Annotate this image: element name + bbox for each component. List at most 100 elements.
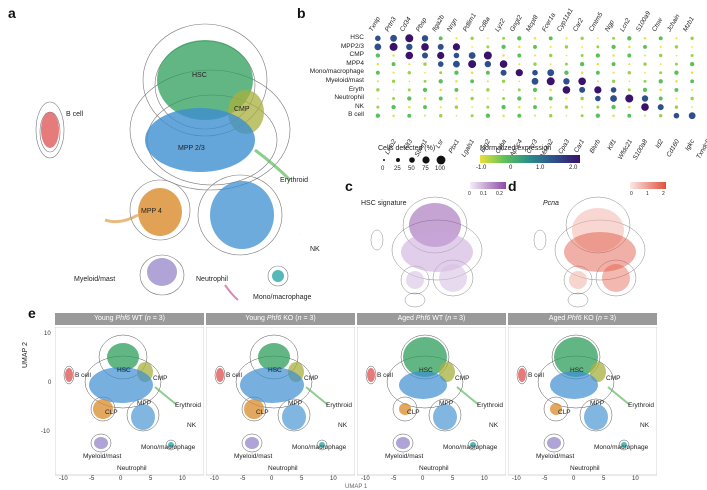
dotplot-dot xyxy=(596,62,600,66)
dotplot-dot xyxy=(642,87,648,93)
dotplot-dot xyxy=(392,71,395,74)
dotplot-row-labels: HSC MPP2/3 CMP MPP4 Mono/macrophage Myeloid/m… xyxy=(296,34,366,124)
dotplot-dot xyxy=(549,113,553,118)
x-tick: 5 xyxy=(602,476,606,482)
facet-label-erythroid: Erythroid xyxy=(477,402,504,409)
dotplot-dot xyxy=(515,69,523,77)
dotplot-dot xyxy=(659,71,663,75)
panel-label-c: c xyxy=(345,178,353,194)
dotplot-dot xyxy=(487,37,489,40)
dotplot-dot xyxy=(627,88,631,92)
dotplot-top-gene: Prtn3 xyxy=(383,16,398,33)
x-tick: 0 xyxy=(119,476,123,482)
dotplot-dot xyxy=(691,88,694,91)
cluster-label-bcell: B cell xyxy=(66,111,84,118)
dotplot-dot xyxy=(375,113,381,118)
dotplot-dot xyxy=(627,36,632,41)
umap-panel-d xyxy=(533,196,646,308)
dotplot-dot xyxy=(408,105,411,109)
facet-strip-aged-ko: Aged Phf6 KO (n = 3) xyxy=(508,313,657,325)
dotplot-dot xyxy=(421,43,429,51)
dotplot-dot xyxy=(471,88,474,91)
dotplot-dot xyxy=(376,80,379,83)
dotplot-dot xyxy=(518,45,521,49)
facet-label-neutrophil: Neutrophil xyxy=(419,465,449,472)
facet-label-myeloid: Myeloid/mast xyxy=(385,453,424,460)
dotplot-top-gene: Cmtm5 xyxy=(587,11,605,33)
dotplot-dot xyxy=(502,114,505,117)
dotplot-top-gene-labels: Txnip Prtn3 Cd34 Pbsp Itga2b Nrgn Pdlim1 Cd8a Ly… xyxy=(367,0,700,36)
x-tick: -10 xyxy=(210,476,219,482)
x-tick: 0 xyxy=(270,476,274,482)
facet-label-hsc: HSC xyxy=(117,367,131,374)
dotplot-dot xyxy=(564,62,568,66)
dotplot-dot xyxy=(376,88,380,92)
dotplot-dot xyxy=(673,112,680,119)
dotplot-dot xyxy=(641,103,649,111)
cluster-label-nk: NK xyxy=(310,246,320,253)
dotplot-dot xyxy=(611,44,616,50)
dotplot-dot xyxy=(407,70,411,75)
dotplot-grid xyxy=(374,34,696,120)
dotplot-dot xyxy=(389,42,398,51)
dotplot-dot xyxy=(454,105,459,109)
dotplot-dot xyxy=(628,63,631,66)
facet-label-cmp: CMP xyxy=(606,375,621,382)
dotplot-dot xyxy=(392,54,395,57)
facet-label-erythroid: Erythroid xyxy=(326,402,353,409)
dotplot-dot xyxy=(612,36,616,40)
y-tick-minus10: -10 xyxy=(41,429,50,435)
facet-label-bcell: B cell xyxy=(528,372,544,379)
dotplot-dot xyxy=(407,88,411,92)
dotplot-dot xyxy=(533,62,537,66)
facet-label-erythroid: Erythroid xyxy=(628,402,655,409)
dotplot-dot xyxy=(563,78,570,85)
dotplot-dot xyxy=(485,70,490,75)
dotplot-dot xyxy=(627,113,632,118)
dotplot-dot xyxy=(424,71,426,74)
x-tick: 5 xyxy=(451,476,455,482)
dotplot-dot xyxy=(376,62,380,66)
dotplot-dot xyxy=(690,36,694,41)
x-tick: 10 xyxy=(481,476,488,482)
dotplot-dot xyxy=(674,62,678,66)
facet-label-nk: NK xyxy=(640,422,650,429)
dotplot-dot xyxy=(675,37,678,40)
dotplot-dot xyxy=(437,43,444,50)
facet-label-mono: Mono/macrophage xyxy=(141,444,196,451)
dotplot-dot xyxy=(439,88,442,92)
dotplot-dot xyxy=(455,97,458,100)
panel-d-scale xyxy=(630,182,666,189)
dotplot-dot xyxy=(564,70,569,75)
dotplot-dot xyxy=(392,89,395,91)
dotplot-top-gene: Car2 xyxy=(572,17,586,33)
dotplot-dot xyxy=(659,113,663,118)
dotplot-dot xyxy=(564,105,569,109)
dotplot-dot xyxy=(612,71,615,74)
cluster-label-neutrophil: Neutrophil xyxy=(196,276,228,283)
y-tick-0: 0 xyxy=(48,380,52,386)
panel-c-scale xyxy=(470,182,506,189)
dotplot-dot xyxy=(546,77,555,86)
dotplot-dot xyxy=(643,37,647,40)
cluster-label-cmp: CMP xyxy=(234,106,250,113)
dotplot-dot xyxy=(658,96,663,101)
dotplot-dot xyxy=(455,114,458,117)
panel-c-title: HSC signature xyxy=(361,200,407,207)
dotplot-row-label: NK xyxy=(354,102,364,110)
dotplot-top-gene: Txnip xyxy=(367,15,382,33)
cluster-label-hsc: HSC xyxy=(192,72,207,79)
dotplot-dot xyxy=(391,79,396,84)
dotplot-dot xyxy=(549,63,552,65)
dotplot-dot xyxy=(422,52,428,59)
dotplot-dot xyxy=(470,79,475,84)
dotplot-dot xyxy=(501,104,506,110)
dotplot-row-label: HSC xyxy=(350,34,364,41)
dotplot-dot xyxy=(421,35,429,42)
legend-size-dots xyxy=(383,155,446,165)
dotplot-dot xyxy=(533,105,537,110)
dotplot-dot xyxy=(580,71,584,74)
dotplot-dot xyxy=(657,104,664,111)
dotplot-dot xyxy=(439,113,443,118)
dotplot-top-gene: Itga2b xyxy=(430,13,446,34)
